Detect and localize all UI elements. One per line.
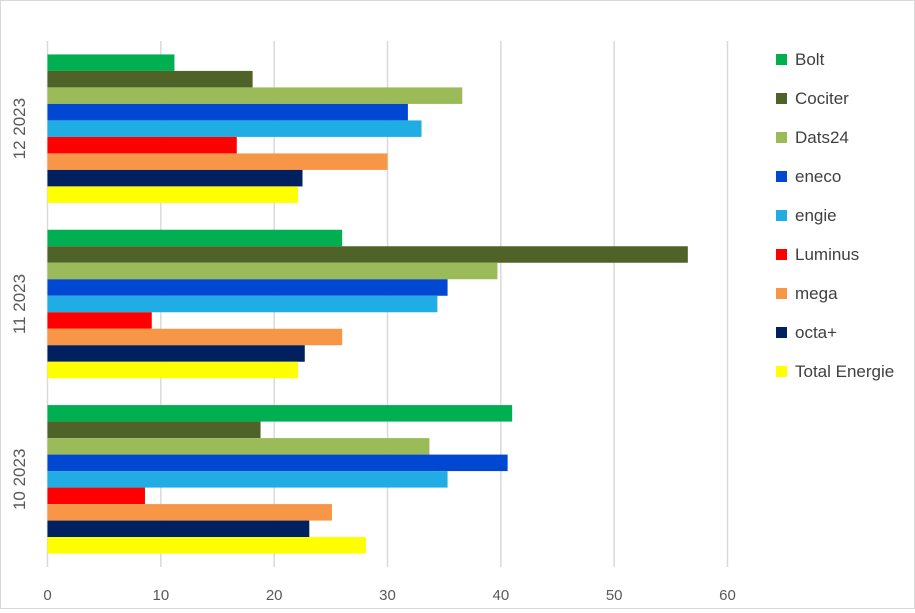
x-tick-label: 10	[152, 587, 169, 604]
legend-item: mega	[776, 284, 838, 303]
bar-bolt-12-2023	[47, 54, 175, 71]
legend-item: Dats24	[776, 128, 849, 147]
category-label: 10 2023	[10, 449, 29, 510]
legend-label: Bolt	[795, 50, 825, 69]
legend-item: Bolt	[776, 50, 825, 69]
bar-total-energie-10-2023	[47, 537, 366, 554]
x-tick-label: 60	[719, 587, 736, 604]
x-tick-label: 50	[606, 587, 623, 604]
x-tick-label: 40	[492, 587, 509, 604]
bar-octa--11-2023	[47, 345, 305, 362]
legend-label: engie	[795, 206, 837, 225]
bar-mega-12-2023	[47, 153, 388, 170]
category-label: 11 2023	[10, 274, 29, 334]
legend-label: octa+	[795, 323, 837, 342]
bar-bolt-11-2023	[47, 229, 343, 247]
bar-octa--12-2023	[47, 169, 303, 187]
legend-item: Luminus	[776, 245, 859, 264]
legend-swatch	[776, 132, 787, 143]
legend-item: eneco	[776, 167, 841, 186]
bar-luminus-10-2023	[47, 487, 145, 505]
legend-swatch	[776, 210, 787, 221]
bar-eneco-10-2023	[47, 454, 508, 472]
x-tick-label: 0	[43, 587, 51, 604]
category-label: 12 2023	[10, 98, 29, 159]
legend-label: eneco	[795, 167, 841, 186]
legend-swatch	[776, 366, 787, 377]
bar-bolt-10-2023	[47, 405, 513, 422]
legend-label: Luminus	[795, 245, 859, 264]
legend-label: Cociter	[795, 89, 849, 108]
bar-octa--10-2023	[47, 520, 310, 538]
legend-swatch	[776, 54, 787, 65]
bar-engie-10-2023	[47, 471, 448, 488]
legend-swatch	[776, 93, 787, 104]
legend-swatch	[776, 171, 787, 182]
bar-total-energie-12-2023	[47, 186, 298, 203]
legend-item: Total Energie	[776, 362, 894, 381]
bar-total-energie-11-2023	[47, 361, 298, 379]
x-tick-labels: 0 10 20 30 40 50 60	[43, 587, 736, 604]
category-labels: 10 2023 11 2023 12 2023	[10, 98, 29, 510]
bar-cociter-12-2023	[47, 70, 253, 88]
bar-dats24-11-2023	[47, 262, 498, 280]
legend-label: mega	[795, 284, 838, 303]
legend-swatch	[776, 288, 787, 299]
bar-eneco-12-2023	[47, 103, 408, 121]
x-tick-label: 30	[379, 587, 396, 604]
bar-mega-11-2023	[47, 328, 343, 346]
legend-item: engie	[776, 206, 837, 225]
bar-cociter-10-2023	[47, 421, 261, 439]
legend-swatch	[776, 249, 787, 260]
legend: Bolt Cociter Dats24 eneco engie Luminus mega oc…	[776, 50, 894, 381]
bar-engie-11-2023	[47, 295, 438, 313]
bar-cociter-11-2023	[47, 246, 688, 263]
bars	[47, 54, 688, 554]
bar-engie-12-2023	[47, 120, 422, 137]
bar-eneco-11-2023	[47, 279, 448, 296]
bar-mega-10-2023	[47, 504, 332, 521]
bar-luminus-12-2023	[47, 136, 237, 154]
bar-dats24-10-2023	[47, 438, 430, 455]
legend-item: Cociter	[776, 89, 849, 108]
bar-luminus-11-2023	[47, 312, 152, 329]
bar-dats24-12-2023	[47, 87, 463, 104]
legend-label: Dats24	[795, 128, 849, 147]
legend-item: octa+	[776, 323, 837, 342]
legend-label: Total Energie	[795, 362, 894, 381]
legend-swatch	[776, 327, 787, 338]
x-tick-label: 20	[266, 587, 283, 604]
